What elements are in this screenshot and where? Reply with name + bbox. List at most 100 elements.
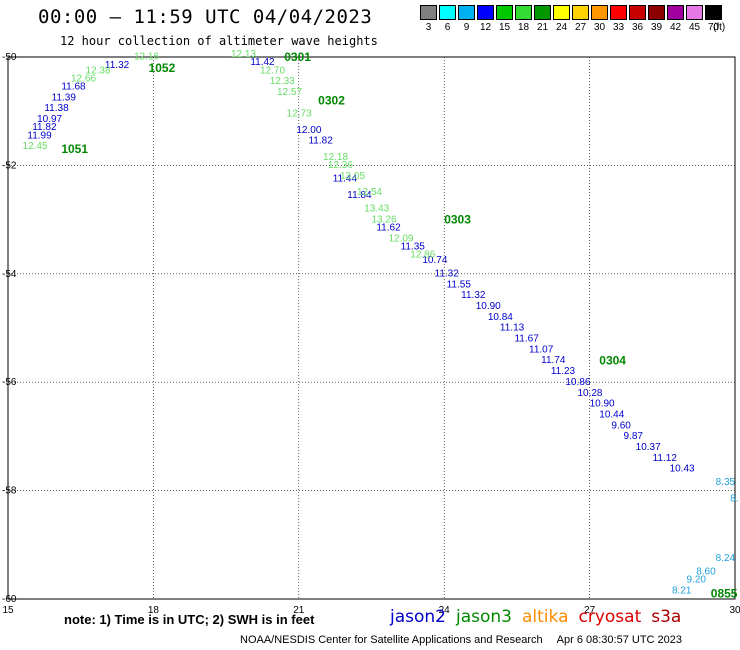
page-subtitle: 12 hour collection of altimeter wave hei… bbox=[60, 34, 378, 48]
color-scale-label: 33 bbox=[612, 22, 625, 33]
data-point-label: 13.05 bbox=[340, 171, 365, 182]
data-point-label: 12.54 bbox=[357, 187, 382, 198]
data-point-label: 12.36 bbox=[328, 160, 353, 171]
pass-label: 1052 bbox=[149, 61, 176, 75]
y-tick-label: -58 bbox=[2, 486, 17, 497]
data-point-label: 12.86 bbox=[410, 250, 435, 261]
data-point-label: 12.66 bbox=[71, 73, 96, 84]
color-scale-swatch bbox=[534, 5, 551, 20]
pass-label: 0855 bbox=[711, 587, 738, 601]
data-point-label: 11.84 bbox=[347, 190, 372, 201]
legend-cryosat: cryosat bbox=[578, 607, 642, 627]
data-point-label: 10.43 bbox=[670, 464, 695, 475]
legend-jason2: jason2 bbox=[390, 607, 446, 627]
color-scale-label: 42 bbox=[669, 22, 682, 33]
data-point-label: 13.43 bbox=[364, 203, 389, 214]
data-point-label: 11.74 bbox=[541, 355, 566, 366]
data-point-label: 8.24 bbox=[716, 553, 736, 564]
color-scale-label: 45 bbox=[688, 22, 701, 33]
pass-label: 0303 bbox=[444, 213, 471, 227]
data-point-label: 9.60 bbox=[611, 420, 631, 431]
x-tick-label: 18 bbox=[148, 605, 160, 616]
legend-altika: altika bbox=[522, 607, 569, 627]
data-point-label: 12.33 bbox=[270, 76, 295, 87]
pass-label: 0302 bbox=[318, 93, 345, 107]
units-note: note: 1) Time is in UTC; 2) SWH is in fe… bbox=[64, 612, 315, 627]
data-point-label: 11.38 bbox=[44, 103, 69, 114]
data-point-label: 10.97 bbox=[37, 114, 62, 125]
x-tick-label: 24 bbox=[439, 605, 451, 616]
data-point-label: 11.23 bbox=[551, 366, 576, 377]
data-point-label: 11.42 bbox=[250, 57, 275, 68]
data-point-label: 11.13 bbox=[500, 323, 525, 334]
color-scale-swatch bbox=[572, 5, 589, 20]
data-point-label: 12.16 bbox=[134, 52, 159, 63]
data-point-label: 8.60 bbox=[696, 567, 716, 578]
color-scale-swatch bbox=[439, 5, 456, 20]
data-point-label: 12.73 bbox=[287, 109, 312, 120]
data-point-label: 8. bbox=[730, 493, 738, 504]
data-point-label: 11.82 bbox=[308, 136, 333, 147]
color-scale-label: 24 bbox=[555, 22, 568, 33]
color-scale-label: 3 bbox=[425, 22, 432, 33]
color-scale-swatch bbox=[686, 5, 703, 20]
color-scale-swatch bbox=[553, 5, 570, 20]
data-point-label: 11.32 bbox=[435, 269, 460, 280]
color-scale-label: 39 bbox=[650, 22, 663, 33]
color-scale-label: 15 bbox=[498, 22, 511, 33]
data-point-label: 10.90 bbox=[476, 301, 501, 312]
y-tick-label: -50 bbox=[2, 52, 17, 63]
data-point-label: 12.38 bbox=[86, 65, 111, 76]
color-scale-swatch bbox=[667, 5, 684, 20]
data-point-label: 12.70 bbox=[260, 65, 285, 76]
footer-timestamp: Apr 6 08:30:57 UTC 2023 bbox=[556, 634, 683, 646]
data-point-label: 10.84 bbox=[488, 312, 513, 323]
data-point-label: 11.44 bbox=[333, 174, 358, 185]
color-scale-label: 30 bbox=[593, 22, 606, 33]
color-scale-swatch bbox=[705, 5, 722, 20]
data-point-label: 10.74 bbox=[422, 255, 447, 266]
data-point-label: 11.68 bbox=[61, 82, 86, 93]
data-point-label: 12.45 bbox=[23, 141, 48, 152]
page-title: 00:00 – 11:59 UTC 04/04/2023 bbox=[38, 6, 373, 28]
data-point-label: 12.00 bbox=[296, 125, 321, 136]
data-point-label: 12.13 bbox=[231, 49, 256, 60]
data-point-label: 10.28 bbox=[577, 388, 602, 399]
color-scale-swatch bbox=[629, 5, 646, 20]
data-point-label: 11.67 bbox=[514, 334, 539, 345]
data-point-label: 11.62 bbox=[376, 222, 401, 233]
color-scale-label: 27 bbox=[574, 22, 587, 33]
data-point-label: 11.82 bbox=[32, 122, 57, 133]
y-tick-label: -60 bbox=[2, 594, 17, 605]
x-tick-label: 21 bbox=[293, 605, 305, 616]
data-point-label: 11.12 bbox=[653, 453, 678, 464]
color-scale-label: 9 bbox=[463, 22, 470, 33]
satellite-legend: jason2 jason3 altika cryosat s3a bbox=[390, 607, 691, 627]
color-scale-swatch bbox=[477, 5, 494, 20]
color-scale-label: 36 bbox=[631, 22, 644, 33]
color-scale-swatch bbox=[648, 5, 665, 20]
color-scale-swatch bbox=[420, 5, 437, 20]
data-point-label: 12.18 bbox=[323, 152, 348, 163]
data-point-label: 11.99 bbox=[27, 130, 52, 141]
y-tick-label: -52 bbox=[2, 160, 17, 171]
color-scale-label: 6 bbox=[444, 22, 451, 33]
color-scale-label: 70 bbox=[707, 22, 720, 33]
data-point-label: 8.21 bbox=[672, 586, 692, 597]
color-scale-swatch bbox=[591, 5, 608, 20]
color-scale-label: 18 bbox=[517, 22, 530, 33]
data-point-label: 11.32 bbox=[105, 60, 130, 71]
data-point-label: 11.39 bbox=[52, 92, 77, 103]
color-scale-swatch bbox=[515, 5, 532, 20]
data-point-label: 11.07 bbox=[529, 344, 554, 355]
footer-credit: NOAA/NESDIS Center for Satellite Applica… bbox=[240, 634, 543, 646]
data-point-label: 13.26 bbox=[372, 214, 397, 225]
data-point-label: 8.35 bbox=[716, 477, 736, 488]
pass-label: 1051 bbox=[61, 142, 88, 156]
data-point-label: 10.44 bbox=[599, 409, 624, 420]
color-scale-swatch bbox=[610, 5, 627, 20]
pass-label: 0304 bbox=[599, 354, 626, 368]
pass-label: 0301 bbox=[284, 50, 311, 64]
footer: NOAA/NESDIS Center for Satellite Applica… bbox=[240, 634, 682, 646]
legend-s3a: s3a bbox=[651, 607, 682, 627]
